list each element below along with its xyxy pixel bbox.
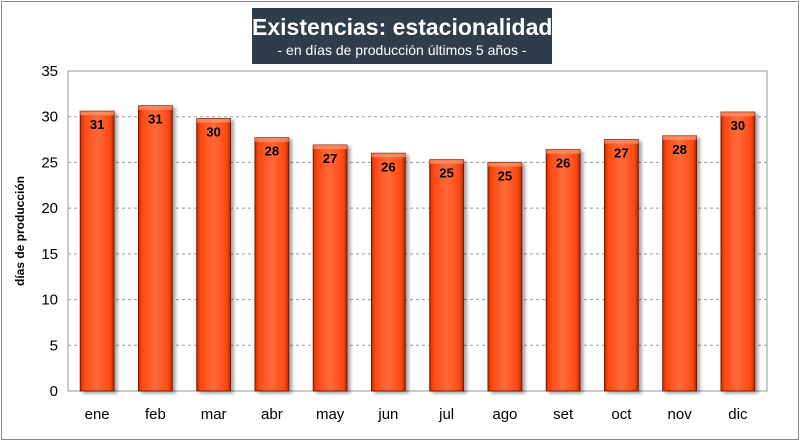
bar-highlight xyxy=(371,153,406,158)
gridlines xyxy=(68,116,767,346)
bar-highlight xyxy=(662,135,697,140)
data-label: 27 xyxy=(614,146,628,161)
x-tick-label: dic xyxy=(728,406,748,423)
y-tick-label: 5 xyxy=(50,337,58,354)
bar-highlight xyxy=(138,105,173,110)
bar-may xyxy=(312,144,348,392)
x-tick-label: oct xyxy=(611,406,632,423)
y-axis: 0 5 10 15 20 25 30 35 xyxy=(41,63,58,400)
y-axis-label: días de producción xyxy=(13,176,27,286)
x-tick-label: nov xyxy=(668,406,693,423)
data-label: 30 xyxy=(731,118,745,133)
data-label: 26 xyxy=(381,159,395,174)
bar-jul xyxy=(429,159,465,392)
data-label: 30 xyxy=(206,125,220,140)
y-tick-label: 15 xyxy=(41,246,58,263)
bar-nov xyxy=(662,135,698,392)
data-label: 25 xyxy=(439,166,453,181)
bar-highlight xyxy=(196,118,231,123)
x-axis: ene feb mar abr may jun jul ago set oct nov dic xyxy=(85,406,748,423)
bar-highlight xyxy=(487,162,522,167)
bar-ago xyxy=(487,161,523,392)
y-tick-label: 35 xyxy=(41,63,58,80)
x-tick-label: ago xyxy=(492,406,517,423)
data-label: 31 xyxy=(148,112,162,127)
plot-area xyxy=(67,70,768,392)
data-label: 28 xyxy=(265,144,279,159)
bar-jun xyxy=(370,152,406,392)
x-tick-label: mar xyxy=(201,406,227,423)
x-tick-label: feb xyxy=(145,406,166,423)
y-tick-label: 25 xyxy=(41,154,58,171)
bar-highlight xyxy=(80,111,115,116)
bar-highlight xyxy=(254,137,289,142)
y-tick-label: 30 xyxy=(41,109,58,126)
x-tick-label: set xyxy=(553,406,574,423)
bar-mar xyxy=(196,118,232,392)
bar-highlight xyxy=(313,145,348,150)
bar-feb xyxy=(137,105,173,392)
bar-highlight xyxy=(429,159,464,164)
y-tick-label: 10 xyxy=(41,292,58,309)
x-tick-label: may xyxy=(316,406,345,423)
data-label: 31 xyxy=(90,117,104,132)
bar-dic xyxy=(720,111,756,392)
chart-subtitle: - en días de producción últimos 5 años - xyxy=(277,42,527,58)
x-tick-label: ene xyxy=(85,406,110,423)
data-label: 27 xyxy=(323,151,337,166)
chart-title: Existencias: estacionalidad xyxy=(252,14,553,40)
y-tick-label: 20 xyxy=(41,200,58,217)
data-label: 26 xyxy=(556,156,570,171)
data-label: 28 xyxy=(672,142,686,157)
x-tick-label: jul xyxy=(438,406,454,423)
x-tick-label: jun xyxy=(377,406,398,423)
bars: 31 31 30 28 27 26 25 25 26 27 28 30 xyxy=(79,105,756,392)
bar-highlight xyxy=(604,139,639,144)
bar-highlight xyxy=(546,149,581,154)
title-box: Existencias: estacionalidad - en días de… xyxy=(252,8,552,64)
bar-ene xyxy=(79,110,115,392)
data-label: 25 xyxy=(498,168,512,183)
bar-oct xyxy=(603,139,639,392)
bar-highlight xyxy=(720,112,755,117)
x-tick-label: abr xyxy=(261,406,283,423)
y-tick-label: 0 xyxy=(50,383,58,400)
bar-abr xyxy=(254,137,290,392)
bar-set xyxy=(545,149,581,392)
